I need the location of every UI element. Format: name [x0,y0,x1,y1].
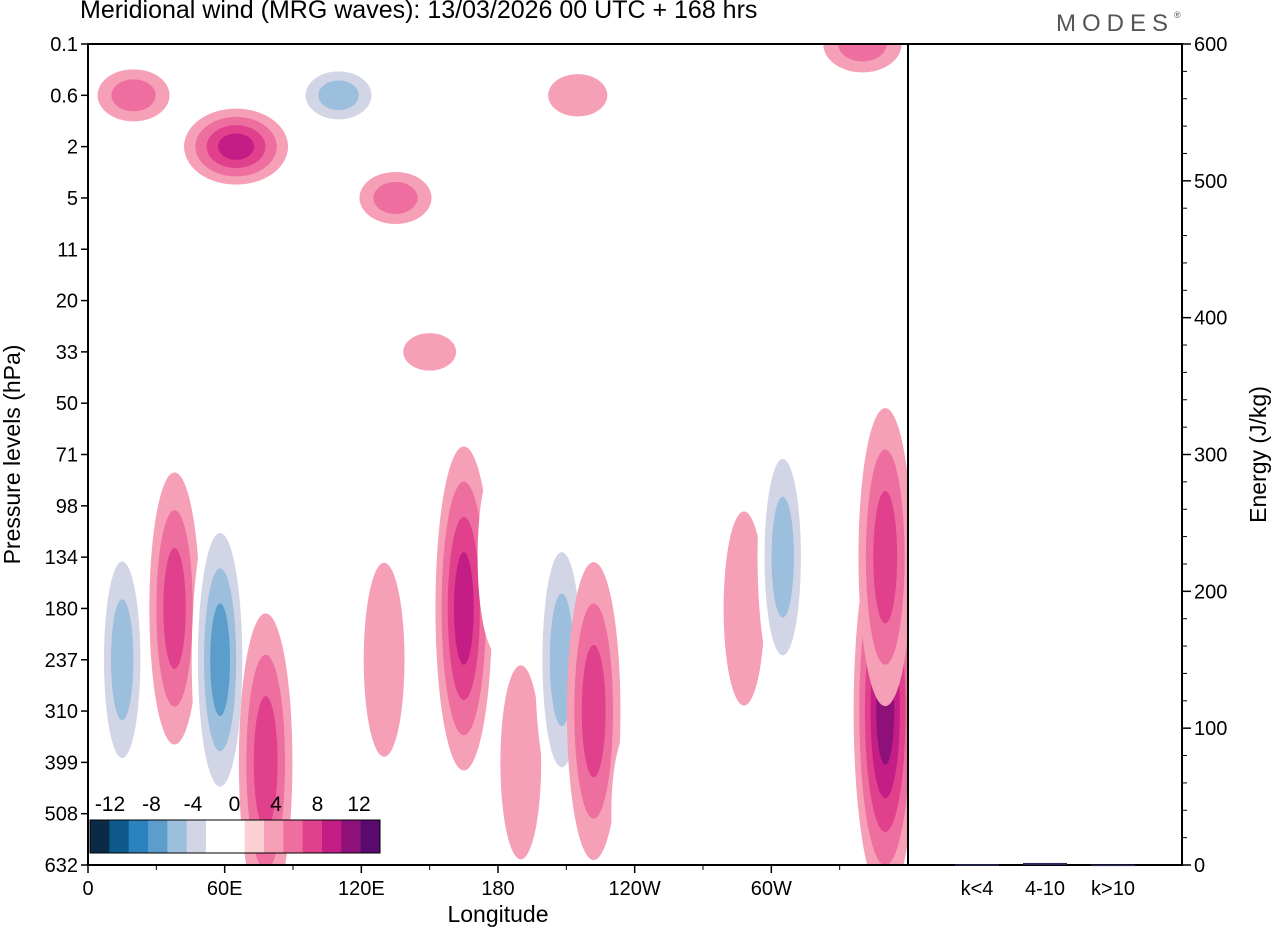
contour-cell-2-2 [163,547,186,669]
contour-cell-6-0 [363,562,405,757]
contour-cell-4-2 [253,696,278,829]
y-axis-title: Pressure levels (hPa) [0,345,25,565]
y-tick-label: 20 [56,291,78,313]
contour-cell-13-0 [611,729,649,865]
y-tick-label: 5 [67,188,78,210]
colorbar-swatch [206,820,226,853]
y-tick-label: 2 [67,137,78,159]
colorbar-label: 12 [347,793,370,816]
energy-category-label: k>10 [1091,878,1135,900]
energy-tick-label: 600 [1194,34,1227,56]
y-tick-label: 180 [45,598,78,620]
contour-cell-27-0 [403,333,457,371]
heatmap-field [96,44,908,865]
colorbar-label: 0 [229,793,241,816]
y-tick-label: 71 [56,445,78,467]
energy-tick-label: 200 [1194,581,1227,603]
colorbar-swatch [128,820,149,853]
contour-cell-0-2 [110,599,134,721]
energy-tick-label: 100 [1194,718,1227,740]
x-tick-label: 180 [481,878,514,900]
registered-mark: ® [1174,10,1181,20]
modes-logo: MODES® [1056,10,1181,38]
contour-cell-12-2 [581,644,606,778]
x-tick-label: 60W [751,878,792,900]
energy-bar-k>10 [1091,864,1135,867]
contour-cell-10-0 [500,665,542,860]
energy-tick-label: 400 [1194,308,1227,330]
colorbar-outline [89,819,381,854]
contour-cell-19-2 [318,80,359,111]
y-tick-label: 11 [57,239,78,261]
colorbar-swatch [90,820,110,853]
contour-cell-14-0 [664,460,706,655]
x-tick-label: 0 [82,878,93,900]
y-tick-label: 508 [45,804,78,826]
contour-cell-9-0 [477,460,519,655]
colorbar-label: -4 [184,793,203,816]
contour-cell-23-1 [373,181,418,214]
x-axis-title: Longitude [447,901,548,927]
energy-panel-frame [907,43,1183,866]
colorbar-label: -8 [142,793,161,816]
energy-tick-label: 500 [1194,171,1227,193]
contour-cell-3-3 [210,603,230,717]
colorbar-label: 4 [270,793,282,816]
contour-cell-20-3 [217,133,255,160]
y-tick-label: 33 [56,342,78,364]
energy-tick-label: 0 [1194,855,1205,877]
energy-bar-k<4 [955,864,999,866]
y-tick-label: 632 [45,855,78,877]
chart-title: Meridional wind (MRG waves): 13/03/2026 … [80,0,758,24]
energy-category-label: k<4 [961,878,994,900]
y-tick-label: 50 [56,393,78,415]
colorbar-label: 8 [312,793,324,816]
colorbar-label: -12 [95,793,125,816]
colorbar-swatch [225,820,246,853]
y-tick-label: 399 [45,752,78,774]
contour-cell-21-1 [111,79,156,112]
y-tick-label: 134 [45,547,78,569]
contour-cell-25-0 [787,125,847,168]
y-tick-label: 0.1 [50,34,78,56]
colorbar-swatch [302,820,323,853]
y-tick-label: 310 [45,701,78,723]
colorbar-swatch [186,820,207,853]
colorbar-swatch [109,820,130,853]
colorbar-swatch [360,820,381,853]
contour-cell-15-0 [723,511,765,706]
energy-axis-title: Energy (J/kg) [1245,386,1271,523]
contour-cell-22-0 [157,44,224,68]
colorbar-swatch [283,820,304,853]
contour-cell-18-2 [873,490,898,624]
contour-cell-26-0 [548,74,608,117]
colorbar-swatch [341,820,362,853]
energy-bar-4-10 [1023,862,1067,865]
y-tick-label: 237 [45,650,78,672]
colorbar-swatch [167,820,188,853]
y-tick-label: 0.6 [50,85,78,107]
contour-cell-8-3 [453,552,474,665]
x-tick-label: 120W [609,878,661,900]
logo-text: MODES [1056,10,1175,37]
y-tick-label: 98 [56,496,78,518]
x-tick-label: 60E [207,878,243,900]
colorbar-swatch [244,820,265,853]
energy-category-label: 4-10 [1025,878,1065,900]
colorbar-swatch [322,820,342,853]
colorbar-swatch [264,820,284,853]
energy-tick-label: 300 [1194,445,1227,467]
colorbar-swatch [148,820,168,853]
contour-cell-24-1 [838,44,887,62]
x-tick-label: 120E [338,878,385,900]
contour-cell-16-2 [771,496,794,618]
